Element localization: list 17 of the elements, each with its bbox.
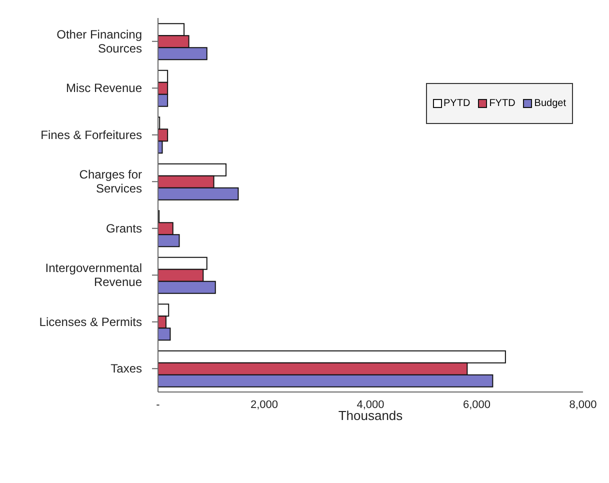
legend-label: Budget [533, 98, 566, 109]
x-axis-title: Thousands [338, 408, 404, 423]
y-tick-label: Licenses & Permits [39, 314, 142, 329]
legend-label: PYTD [442, 98, 470, 109]
y-tick-label: Misc Revenue [66, 81, 142, 96]
y-tick-label: Intergovernmental Revenue [45, 261, 142, 290]
y-tick-label: Fines & Forfeitures [40, 128, 142, 142]
y-tick-label: Grants [106, 221, 142, 236]
x-tick-label: 2,000 [250, 398, 278, 411]
x-tick-label: - [156, 398, 160, 411]
y-tick-label: Charges for Services [79, 168, 142, 196]
legend-label: FYTD [488, 98, 516, 109]
x-tick-label: 4,000 [356, 398, 384, 411]
x-tick-label: 6,000 [462, 398, 491, 411]
x-tick-label: 8,000 [569, 398, 597, 411]
y-tick-label: Other Financing Sources [56, 27, 142, 56]
y-tick-label: Taxes [110, 362, 142, 376]
